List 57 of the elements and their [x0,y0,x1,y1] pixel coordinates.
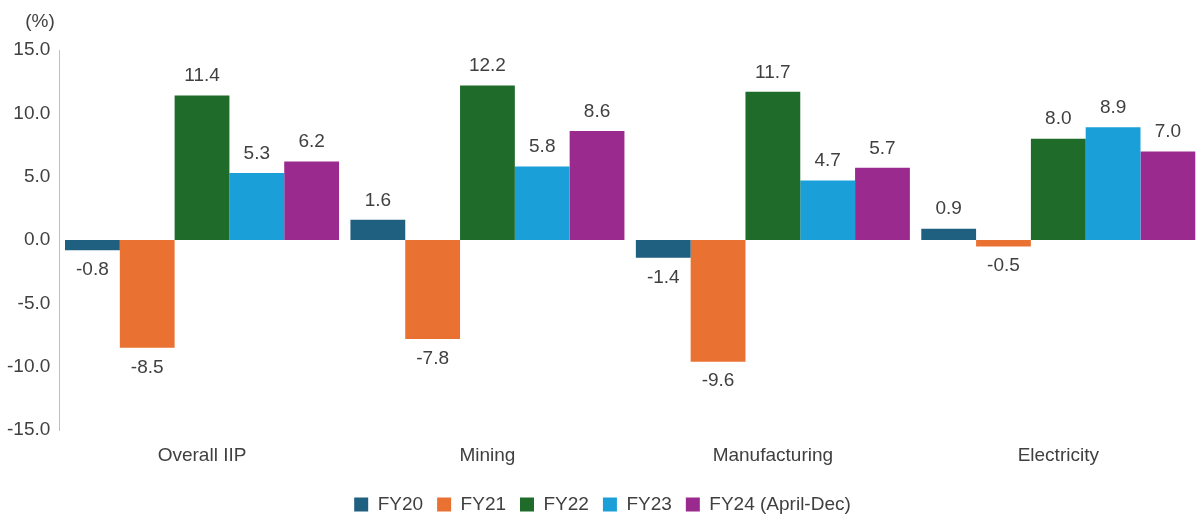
bar [1140,151,1196,241]
bar [855,167,910,241]
data-label: 12.2 [468,54,506,76]
bar [569,131,625,241]
data-label: -0.5 [987,254,1020,276]
bar [1085,127,1141,241]
bar [921,228,977,241]
data-label: 5.3 [243,141,271,163]
x-tick-label: Manufacturing [712,443,834,465]
data-label: 8.6 [583,99,611,121]
bar [745,91,801,241]
bar [1030,138,1086,241]
data-label: 6.2 [298,130,325,152]
bar [65,240,120,251]
legend-label: FY21 [460,492,507,514]
y-tick-label: -10.0 [6,355,51,377]
data-label: 4.7 [814,149,841,171]
bar [119,240,175,348]
y-tick-label: -5.0 [17,291,51,313]
x-tick-label: Mining [459,443,516,465]
x-tick-label: Overall IIP [157,443,247,465]
data-label: 11.7 [755,60,791,82]
data-label: 11.4 [184,64,221,86]
bar [976,240,1031,247]
bar [350,219,406,241]
bar [174,95,230,241]
bar [229,172,285,241]
data-label: -9.6 [701,369,735,391]
bar [284,161,340,241]
data-label: 8.0 [1045,107,1072,129]
data-label: 8.9 [1099,96,1127,118]
data-label: 7.0 [1154,120,1182,142]
data-label: 1.6 [364,188,392,210]
legend-label: FY20 [377,492,424,514]
bar [405,240,461,339]
bar [635,240,691,258]
legend-label: FY22 [543,492,589,514]
x-tick-label: Electricity [1017,443,1100,465]
legend-label: FY24 (April-Dec) [709,492,851,514]
data-label: 0.9 [935,197,962,219]
y-tick-label: 15.0 [13,38,51,60]
y-tick-label: -15.0 [6,418,51,440]
data-label: -1.4 [646,265,681,287]
bar [690,240,746,362]
bar [460,85,515,241]
data-label: -7.8 [416,346,450,368]
legend-label: FY23 [626,492,672,514]
data-label: -0.8 [76,257,109,279]
y-tick-label: 0.0 [23,228,51,250]
y-axis-title: (%) [25,10,55,32]
y-tick-label: 10.0 [13,101,51,123]
bar [514,166,570,241]
data-label: 5.8 [529,135,556,157]
data-label: 5.7 [869,136,896,158]
data-label: -8.5 [130,355,164,377]
bar [800,180,856,241]
y-tick-label: 5.0 [23,164,51,186]
